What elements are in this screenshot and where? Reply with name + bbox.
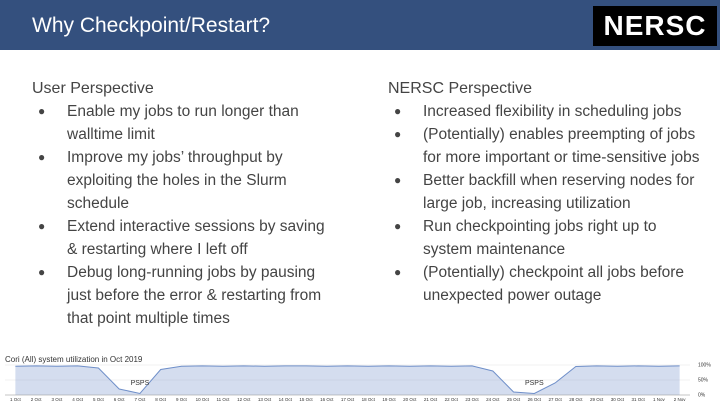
x-tick-label: 29 Oct <box>590 397 604 402</box>
x-tick-label: 22 Oct <box>445 397 459 402</box>
x-tick-label: 21 Oct <box>424 397 438 402</box>
x-tick-label: 23 Oct <box>465 397 479 402</box>
bullet-item: ● Improve my jobs’ throughput by exploiti… <box>32 146 332 215</box>
x-tick-label: 30 Oct <box>611 397 625 402</box>
item-text: Extend interactive sessions by saving & … <box>67 218 325 258</box>
x-tick-label: 18 Oct <box>362 397 376 402</box>
bullet: ● <box>38 150 46 164</box>
item-text: Better backfill when reserving nodes for… <box>423 172 695 212</box>
bullet-item: ● Increased flexibility in scheduling job… <box>388 100 708 123</box>
x-tick-label: 16 Oct <box>320 397 334 402</box>
bullet: ● <box>394 265 402 279</box>
y-tick-label: 100% <box>698 362 711 368</box>
item-text: (Potentially) enables preempting of jobs… <box>423 126 700 166</box>
bullet: ● <box>394 219 402 233</box>
header: Why Checkpoint/Restart? NERSC <box>0 0 720 50</box>
x-tick-label: 31 Oct <box>631 397 645 402</box>
item-text: Enable my jobs to run longer than wallti… <box>67 103 299 143</box>
y-tick-label: 50% <box>698 377 709 383</box>
bullet: ● <box>394 127 402 141</box>
x-tick-label: 26 Oct <box>528 397 542 402</box>
left-column: User Perspective ● Enable my jobs to run … <box>32 77 332 330</box>
item-text: Run checkpointing jobs right up to syste… <box>423 218 657 258</box>
annotation: PSPS <box>525 380 544 387</box>
bullet: ● <box>38 104 46 118</box>
bullet-item: ● Enable my jobs to run longer than wallt… <box>32 100 332 146</box>
x-tick-label: 4 Oct <box>72 397 84 402</box>
x-tick-label: 8 Oct <box>155 397 167 402</box>
chart-title: Cori (All) system utilization in Oct 201… <box>5 355 143 364</box>
x-tick-label: 3 Oct <box>52 397 64 402</box>
logo: NERSC <box>593 6 717 46</box>
x-tick-label: 2 Oct <box>31 397 43 402</box>
bullet-item: ● (Potentially) enables preempting of job… <box>388 123 708 169</box>
x-tick-label: 9 Oct <box>176 397 188 402</box>
item-text: Debug long-running jobs by pausing just … <box>67 264 322 327</box>
x-tick-label: 17 Oct <box>341 397 355 402</box>
x-tick-label: 11 Oct <box>216 397 230 402</box>
area <box>15 365 680 395</box>
slide-title: Why Checkpoint/Restart? <box>32 14 271 37</box>
x-tick-label: 19 Oct <box>382 397 396 402</box>
x-tick-label: 7 Oct <box>135 397 147 402</box>
x-tick-label: 10 Oct <box>196 397 210 402</box>
x-tick-label: 20 Oct <box>403 397 417 402</box>
bullet: ● <box>38 265 46 279</box>
x-tick-label: 6 Oct <box>114 397 126 402</box>
heading: User Perspective <box>32 80 154 97</box>
chart: Cori (All) system utilization in Oct 201… <box>5 355 711 402</box>
x-tick-label: 1 Nov <box>653 397 666 402</box>
x-tick-label: 2 Nov <box>674 397 687 402</box>
x-tick-label: 1 Oct <box>10 397 22 402</box>
x-tick-label: 12 Oct <box>237 397 251 402</box>
bullet: ● <box>38 219 46 233</box>
right-column: NERSC Perspective ● Increased flexibility… <box>388 77 708 307</box>
item-text: Improve my jobs’ throughput by exploitin… <box>67 149 287 212</box>
bullet-item: ● (Potentially) checkpoint all jobs befor… <box>388 261 708 307</box>
y-tick-label: 0% <box>698 392 706 398</box>
bullet: ● <box>394 104 402 118</box>
x-tick-label: 27 Oct <box>548 397 562 402</box>
bullet-item: ● Better backfill when reserving nodes fo… <box>388 169 708 215</box>
item-text: (Potentially) checkpoint all jobs before… <box>423 264 685 304</box>
bullet-item: ● Extend interactive sessions by saving &… <box>32 215 332 261</box>
line <box>15 365 680 395</box>
bullet-item: ● Debug long-running jobs by pausing just… <box>32 261 332 330</box>
x-tick-label: 25 Oct <box>507 397 521 402</box>
x-tick-label: 14 Oct <box>279 397 293 402</box>
item-text: Increased flexibility in scheduling jobs <box>423 103 682 120</box>
bullet-item: ● Run checkpointing jobs right up to syst… <box>388 215 708 261</box>
bullet: ● <box>394 173 402 187</box>
x-tick-label: 28 Oct <box>569 397 583 402</box>
annotation: PSPS <box>131 380 150 387</box>
heading: NERSC Perspective <box>388 80 533 97</box>
x-tick-label: 24 Oct <box>486 397 500 402</box>
x-tick-label: 15 Oct <box>299 397 313 402</box>
x-tick-label: 13 Oct <box>258 397 272 402</box>
x-tick-label: 5 Oct <box>93 397 105 402</box>
